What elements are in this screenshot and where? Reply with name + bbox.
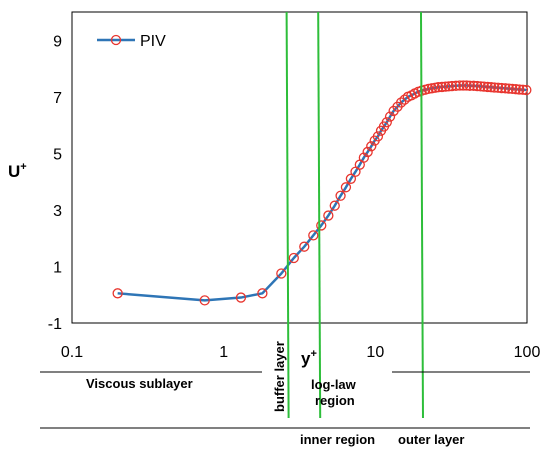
data-point [288,252,299,264]
x-tick-labels: 0.1 1 10 100 [61,344,541,361]
data-point [299,241,310,252]
data-point [450,80,462,91]
data-point [521,84,532,96]
data-point [340,182,352,193]
data-point [433,82,444,93]
data-point [440,81,451,92]
region-boundary-line-viscous-buffer [285,11,290,419]
data-point [381,117,392,128]
data-point [308,230,319,241]
log-law-region-label-line2: region [315,393,355,408]
data-point [500,83,511,94]
data-point [464,80,476,91]
data-point [514,84,525,95]
data-point [510,84,522,95]
data-point [482,81,493,93]
data-point [478,81,490,92]
series-line-piv [117,84,527,302]
data-point [276,268,287,279]
x-axis-title: y+ [301,348,317,368]
data-point [507,83,518,95]
data-point [112,288,123,299]
data-point [235,292,247,303]
data-point [503,83,515,94]
data-point [335,190,346,201]
region-lines [285,11,424,419]
region-boundary-line-loglaw-outer [419,11,424,419]
y-tick-label: 1 [53,259,62,276]
data-point [475,81,486,92]
data-point [443,81,454,92]
y-tick-label: 9 [53,33,62,50]
data-point [517,84,529,95]
data-point [316,220,327,231]
y-axis-title: U+ [8,161,27,181]
buffer-layer-label: buffer layer [272,341,287,412]
data-point [199,295,210,306]
x-tick-label: 1 [219,344,228,361]
data-point [485,82,497,93]
data-point [257,288,268,299]
data-point [372,131,384,142]
x-tick-label: 100 [514,344,541,361]
data-point [423,83,434,95]
data-point [384,111,396,122]
y-tick-label: 5 [53,146,62,163]
log-law-region-label-line1: log-law [311,377,357,392]
legend-label: PIV [140,33,166,50]
data-point [472,80,483,92]
viscous-sublayer-label: Viscous sublayer [86,376,193,391]
y-tick-label: 7 [53,90,62,107]
data-point [454,80,465,91]
x-tick-label: 10 [366,344,384,361]
data-point [492,82,504,93]
y-tick-labels: -1 1 3 5 7 9 [48,33,62,333]
plot-area [71,11,528,324]
data-point [489,82,500,93]
data-point [496,82,507,94]
data-point [329,200,340,211]
outer-layer-label: outer layer [398,432,464,447]
x-tick-label: 0.1 [61,344,83,361]
y-tick-label: -1 [48,316,62,333]
legend: PIV [97,33,166,50]
y-tick-label: 3 [53,203,62,220]
data-point [461,80,472,91]
data-point [468,80,479,91]
data-point [323,210,334,221]
data-point [345,173,357,184]
data-point [362,146,373,158]
data-point [446,80,458,92]
legend-marker [110,34,122,46]
region-annotations: Viscous sublayer buffer layer log-law re… [40,341,530,447]
data-point [396,97,407,108]
region-boundary-line-buffer-loglaw [317,11,322,419]
data-point [436,81,448,93]
inner-region-label: inner region [300,432,375,447]
data-point [366,141,377,152]
data-point [458,80,469,91]
series-layer [112,80,532,306]
